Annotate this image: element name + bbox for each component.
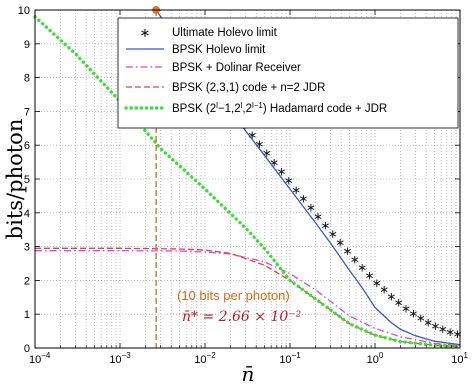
holevo-marker: ∗ [364, 268, 374, 282]
y-tick-label: 5 [24, 174, 30, 186]
holevo-marker: ∗ [313, 210, 323, 224]
holevo-marker: ∗ [379, 283, 389, 297]
holevo-marker: ∗ [401, 301, 411, 315]
holevo-marker: ∗ [284, 174, 294, 188]
holevo-marker: ∗ [430, 319, 440, 333]
x-tick-label: 10−4 [29, 351, 51, 366]
y-tick-label: 0 [24, 343, 30, 355]
legend: ∗ Ultimate Holevo limit BPSK Holevo limit B… [117, 17, 459, 129]
holevo-marker: ∗ [438, 322, 448, 336]
x-tick-label: 101 [451, 351, 468, 366]
holevo-marker: ∗ [335, 236, 345, 250]
holevo-marker: ∗ [386, 289, 396, 303]
holevo-marker: ∗ [357, 261, 367, 275]
y-tick-label: 8 [24, 73, 30, 85]
holevo-marker: ∗ [445, 325, 455, 339]
legend-label: BPSK (2,3,1) code + n=2 JDR [172, 82, 325, 94]
x-tick-label: 10−1 [279, 351, 301, 366]
legend-box [117, 17, 459, 129]
x-tick-label: 100 [367, 351, 384, 366]
annotation-line2: n̄* = 2.66 × 10⁻² [182, 309, 302, 325]
y-axis-label: bits/photon [3, 119, 27, 240]
holevo-marker: ∗ [416, 311, 426, 325]
y-tick-label: 2 [24, 275, 30, 287]
holevo-marker: ∗ [408, 307, 418, 321]
holevo-marker: ∗ [320, 218, 330, 232]
y-tick-label: 3 [24, 242, 30, 254]
holevo-marker: ∗ [452, 327, 462, 341]
holevo-marker: ∗ [262, 146, 272, 160]
holevo-marker: ∗ [306, 201, 316, 215]
annotation-line1: (10 bits per photon) [177, 288, 290, 303]
legend-label: BPSK + Dolinar Receiver [172, 62, 301, 74]
legend-marker: ∗ [140, 26, 151, 41]
legend-label: BPSK (2l−1,2l,2l−1) Hadamard code + JDR [172, 101, 387, 115]
x-tick-label: 10−3 [109, 351, 131, 366]
holevo-marker: ∗ [269, 155, 279, 169]
holevo-marker: ∗ [291, 183, 301, 197]
holevo-marker: ∗ [394, 296, 404, 310]
y-tick-label: 1 [24, 309, 30, 321]
legend-label: BPSK Holevo limit [172, 44, 266, 56]
y-tick-label: 10 [18, 5, 30, 17]
holevo-marker: ∗ [328, 227, 338, 241]
annotation-layer: (10 bits per photon) n̄* = 2.66 × 10⁻² [152, 6, 302, 348]
holevo-marker: ∗ [298, 192, 308, 206]
y-tick-label: 6 [24, 140, 30, 152]
x-axis-label: n̄ [242, 362, 255, 385]
holevo-marker: ∗ [372, 276, 382, 290]
holevo-marker: ∗ [276, 165, 286, 179]
y-tick-label: 9 [24, 39, 30, 51]
legend-label: Ultimate Holevo limit [172, 27, 278, 39]
y-tick-label: 7 [24, 106, 30, 118]
holevo-marker: ∗ [254, 137, 264, 151]
holevo-marker: ∗ [423, 315, 433, 329]
x-tick-label: 10−2 [194, 351, 216, 366]
series-5-line [33, 15, 462, 349]
y-tick-label: 4 [24, 208, 30, 220]
holevo-marker: ∗ [247, 128, 257, 142]
holevo-marker: ∗ [342, 244, 352, 258]
holevo-marker: ∗ [350, 252, 360, 266]
